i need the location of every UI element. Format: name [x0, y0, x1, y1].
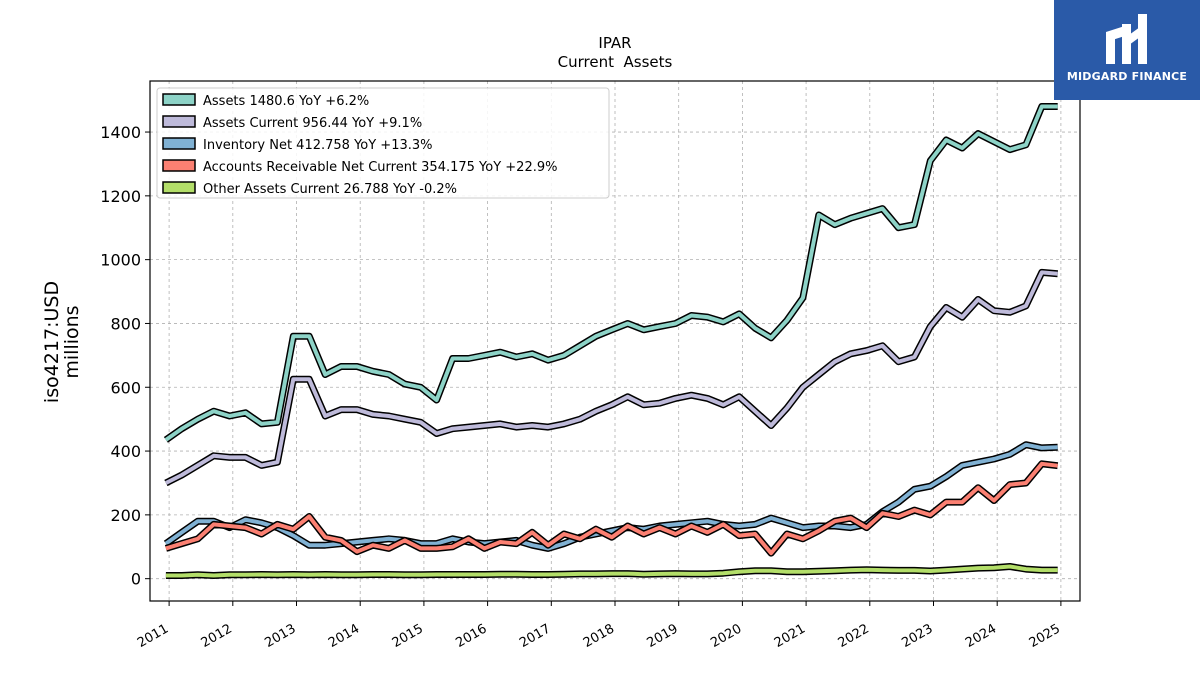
legend-swatch	[162, 137, 196, 150]
x-tick-label: 2012	[199, 621, 235, 651]
series-line-5	[165, 564, 1058, 578]
series-lines	[163, 103, 1059, 579]
legend-swatch	[162, 93, 196, 106]
chart-title: IPAR	[598, 34, 631, 52]
series-line-1	[164, 104, 1058, 442]
legend-label: Assets Current 956.44 YoY +9.1%	[203, 116, 422, 131]
x-tick-label: 2018	[581, 621, 617, 651]
x-tick-label: 2015	[390, 621, 426, 651]
y-axis-unit: millions	[61, 305, 83, 378]
y-tick-label: 1000	[100, 251, 141, 270]
x-tick-label: 2024	[963, 621, 999, 651]
legend-label: Accounts Receivable Net Current 354.175 …	[203, 160, 558, 175]
y-tick-label: 0	[131, 570, 141, 589]
x-tick-label: 2011	[135, 621, 171, 651]
series-line-4	[165, 461, 1058, 556]
x-tick-label: 2019	[645, 621, 681, 651]
x-tick-label: 2016	[453, 621, 489, 651]
y-tick-label: 200	[110, 506, 141, 525]
y-axis-label: iso4217:USD	[41, 281, 63, 403]
x-tick-label: 2013	[262, 621, 298, 651]
x-tick-label: 2022	[836, 621, 872, 651]
brand-logo: MIDGARD FINANCE	[1054, 0, 1200, 100]
x-tick-label: 2020	[708, 621, 744, 651]
legend-swatch	[162, 115, 196, 128]
x-tick-label: 2021	[772, 621, 808, 651]
y-tick-label: 600	[110, 378, 141, 397]
legend-swatch	[162, 181, 196, 194]
y-tick-label: 1400	[100, 123, 141, 142]
y-tick-label: 800	[110, 314, 141, 333]
legend: Assets 1480.6 YoY +6.2% Assets Current 95…	[156, 87, 610, 199]
legend-label: Other Assets Current 26.788 YoY -0.2%	[203, 182, 457, 197]
y-tick-label: 400	[110, 442, 141, 461]
midgard-logo-icon	[1106, 14, 1147, 64]
x-tick-label: 2025	[1027, 621, 1063, 651]
series-line-2	[165, 270, 1058, 485]
x-tick-label: 2017	[517, 621, 553, 651]
series-line-outline	[163, 441, 1058, 552]
x-tick-label: 2014	[326, 621, 362, 651]
legend-label: Inventory Net 412.758 YoY +13.3%	[203, 138, 433, 153]
y-tick-label: 1200	[100, 187, 141, 206]
x-tick-label: 2023	[899, 621, 935, 651]
legend-swatch	[162, 159, 196, 172]
logo-text: MIDGARD FINANCE	[1066, 70, 1188, 83]
legend-box	[156, 87, 610, 199]
legend-label: Assets 1480.6 YoY +6.2%	[203, 94, 369, 109]
series-line-3	[164, 442, 1058, 551]
chart-subtitle: Current Assets	[558, 53, 673, 71]
